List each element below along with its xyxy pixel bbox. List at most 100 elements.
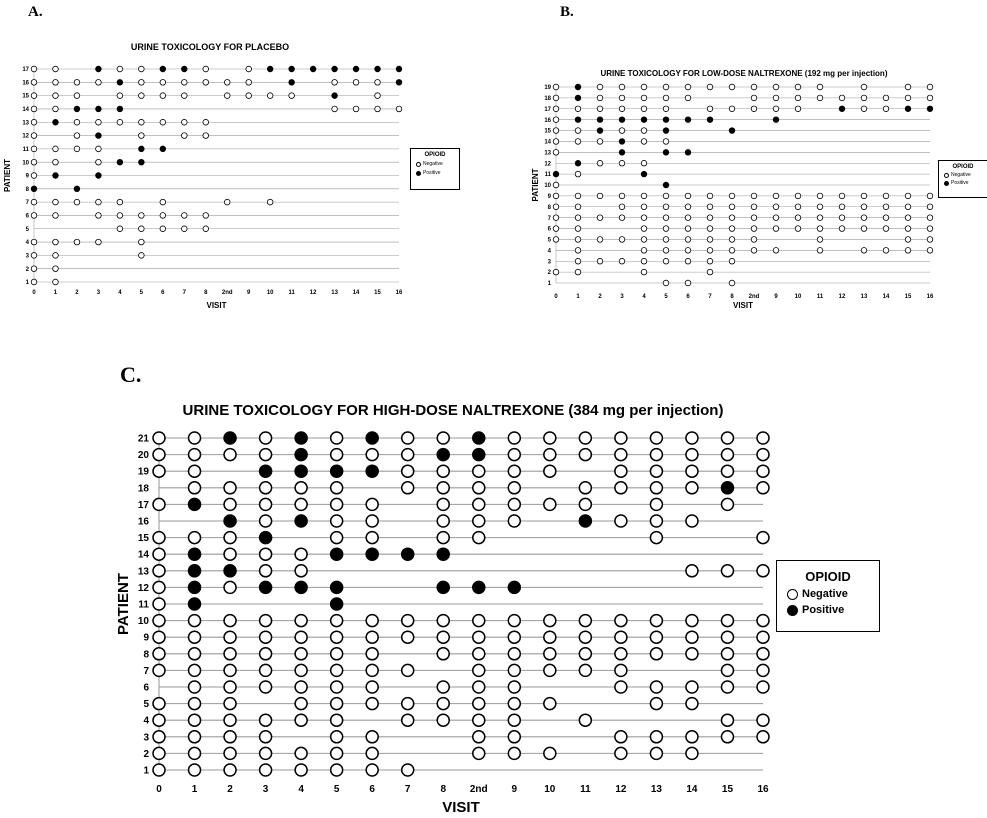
negative-marker [329, 514, 344, 528]
negative-marker [472, 696, 486, 711]
negative-marker [649, 431, 664, 445]
y-tick-label: 5 [143, 699, 149, 710]
negative-marker [365, 613, 379, 628]
negative-marker [329, 730, 344, 744]
negative-marker [400, 713, 415, 727]
negative-marker [685, 730, 699, 744]
negative-marker [30, 265, 38, 272]
negative-marker [816, 203, 824, 210]
negative-marker [728, 225, 736, 232]
positive-marker [95, 172, 102, 179]
negative-marker [685, 746, 699, 761]
y-tick-label: 17 [138, 500, 150, 511]
negative-marker [720, 613, 735, 628]
positive-marker [187, 580, 202, 595]
positive-marker [662, 127, 670, 134]
negative-marker [374, 105, 381, 113]
negative-marker [685, 647, 699, 661]
negative-marker [649, 530, 664, 545]
negative-marker [202, 119, 209, 126]
negative-marker [926, 225, 934, 232]
negative-marker [662, 225, 670, 232]
negative-marker [223, 481, 237, 495]
negative-marker [181, 92, 188, 99]
positive-marker [772, 116, 780, 123]
negative-marker [543, 447, 557, 462]
negative-marker [73, 198, 81, 206]
x-tick-label: 15 [722, 784, 734, 795]
y-tick-label: 10 [138, 616, 150, 627]
positive-marker [95, 132, 102, 139]
y-tick-label: 12 [22, 134, 29, 140]
negative-marker [649, 730, 664, 744]
negative-marker [618, 127, 626, 134]
negative-marker [882, 247, 890, 254]
negative-marker [436, 613, 450, 628]
negative-marker [838, 214, 846, 221]
negative-marker [30, 238, 38, 246]
negative-marker [684, 214, 692, 221]
negative-marker [152, 564, 166, 578]
negative-marker [73, 79, 81, 86]
negative-marker [649, 680, 664, 694]
negative-marker [294, 696, 308, 711]
negative-marker [685, 613, 699, 628]
negative-marker [138, 238, 145, 246]
negative-marker [202, 212, 209, 219]
x-tick-label: 8 [204, 290, 208, 296]
negative-marker [472, 730, 486, 744]
y-tick-label: 18 [544, 96, 551, 102]
negative-marker [223, 696, 237, 711]
negative-marker [926, 203, 934, 210]
negative-marker [756, 730, 770, 744]
negative-marker [640, 236, 648, 243]
negative-marker [181, 79, 188, 86]
negative-marker [472, 613, 486, 628]
negative-marker [73, 145, 81, 153]
x-tick-label: 7 [405, 784, 411, 795]
x-tick-label: 5 [664, 294, 668, 300]
positive-marker [187, 597, 202, 611]
negative-marker [552, 181, 560, 189]
y-tick-label: 3 [143, 732, 149, 743]
negative-marker [95, 145, 102, 153]
negative-marker [187, 746, 202, 761]
negative-marker [152, 447, 166, 462]
y-tick-label: 4 [548, 248, 552, 254]
negative-marker [181, 212, 188, 219]
negative-marker [223, 647, 237, 661]
negative-marker [750, 105, 758, 112]
x-tick-label: 1 [54, 290, 58, 296]
y-tick-label: 2 [143, 749, 149, 760]
negative-marker [614, 447, 628, 462]
negative-marker [181, 225, 188, 232]
x-tick-label: 1 [576, 294, 580, 300]
negative-marker [52, 252, 59, 259]
positive-marker [472, 447, 486, 462]
negative-marker [685, 431, 699, 445]
negative-marker [30, 132, 38, 139]
y-tick-label: 12 [138, 583, 150, 594]
negative-marker [574, 258, 582, 265]
negative-marker [258, 730, 273, 744]
positive-marker [720, 481, 735, 495]
negative-marker [618, 160, 626, 167]
positive-marker [116, 105, 124, 113]
negative-marker [187, 613, 202, 628]
positive-marker [258, 530, 273, 545]
negative-marker [574, 236, 582, 243]
negative-marker [750, 192, 758, 200]
positive-marker [662, 116, 670, 123]
chart-title: URINE TOXICOLOGY FOR LOW-DOSE NALTREXONE… [601, 69, 888, 78]
legend-positive: Positive [787, 604, 879, 616]
negative-marker [223, 663, 237, 678]
negative-marker [223, 730, 237, 744]
negative-marker [552, 138, 560, 145]
negative-marker [618, 214, 626, 221]
negative-marker [772, 83, 780, 91]
negative-marker [662, 94, 670, 102]
negative-marker [187, 730, 202, 744]
negative-marker [266, 198, 274, 206]
positive-marker [552, 170, 560, 178]
x-tick-label: 14 [883, 294, 890, 300]
